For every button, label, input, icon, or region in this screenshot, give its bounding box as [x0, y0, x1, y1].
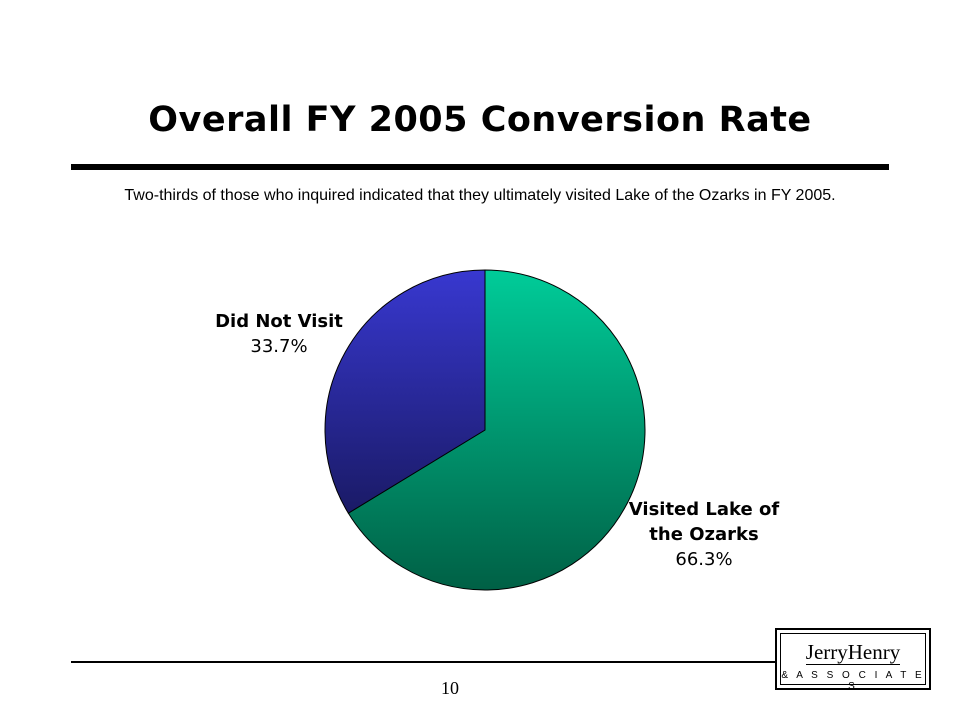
company-logo: JerryHenry & A S S O C I A T E S	[775, 628, 931, 692]
page-number: 10	[441, 678, 459, 698]
logo-subtitle: & A S S O C I A T E S	[781, 670, 925, 692]
title-divider	[71, 164, 889, 170]
logo-name-text: JerryHenry	[805, 640, 901, 665]
slide-title: Overall FY 2005 Conversion Rate	[148, 100, 812, 140]
slice-name-label-visited: Visited Lake of	[629, 499, 780, 520]
slice-name-label-visited: the Ozarks	[649, 524, 758, 545]
slice-value-label-visited: 66.3%	[675, 549, 732, 570]
logo-name: JerryHenry	[777, 640, 929, 665]
footer-divider	[71, 661, 776, 663]
slide-subtitle: Two-thirds of those who inquired indicat…	[124, 187, 836, 204]
slice-name-label-not-visited: Did Not Visit	[215, 311, 343, 332]
slice-value-label-not-visited: 33.7%	[250, 336, 307, 357]
logo-frame	[780, 633, 926, 685]
pie-slice-visited	[347, 269, 646, 591]
pie-slice-not-visited	[324, 269, 486, 514]
